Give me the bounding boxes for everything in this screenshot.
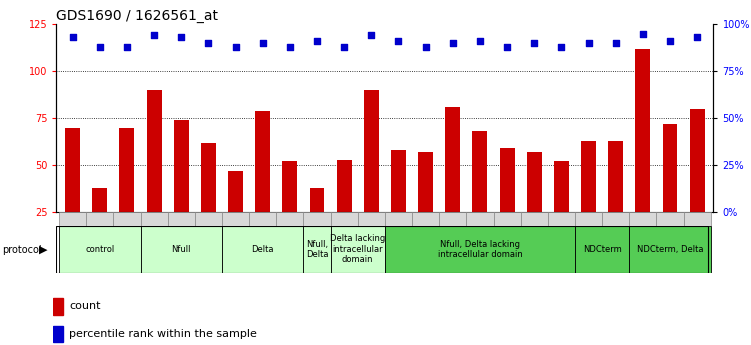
Bar bbox=[554, 161, 569, 212]
Bar bbox=[86, 212, 113, 226]
Point bbox=[121, 44, 133, 49]
Bar bbox=[255, 111, 270, 212]
Point bbox=[447, 40, 459, 46]
Bar bbox=[385, 226, 575, 273]
Bar bbox=[282, 161, 297, 212]
Text: Nfull: Nfull bbox=[171, 245, 191, 254]
Bar bbox=[683, 212, 710, 226]
Point bbox=[365, 33, 377, 38]
Bar bbox=[92, 188, 107, 212]
Text: percentile rank within the sample: percentile rank within the sample bbox=[69, 329, 257, 339]
Bar bbox=[330, 226, 385, 273]
Bar bbox=[201, 142, 216, 212]
Bar bbox=[336, 159, 351, 212]
Bar bbox=[65, 128, 80, 212]
Bar bbox=[249, 212, 276, 226]
Point bbox=[474, 38, 486, 44]
Bar bbox=[439, 212, 466, 226]
Point bbox=[420, 44, 432, 49]
Point bbox=[637, 31, 649, 36]
Point bbox=[393, 38, 405, 44]
Bar bbox=[146, 90, 161, 212]
Bar bbox=[466, 212, 493, 226]
Text: Nfull,
Delta: Nfull, Delta bbox=[306, 239, 328, 259]
Point bbox=[556, 44, 568, 49]
Bar bbox=[195, 212, 222, 226]
Point bbox=[230, 44, 242, 49]
Bar bbox=[499, 148, 514, 212]
Bar bbox=[140, 226, 222, 273]
Text: protocol: protocol bbox=[2, 245, 42, 255]
Bar bbox=[357, 212, 385, 226]
Point bbox=[94, 44, 106, 49]
Bar bbox=[629, 226, 710, 273]
Text: Nfull, Delta lacking
intracellular domain: Nfull, Delta lacking intracellular domai… bbox=[438, 239, 522, 259]
Bar bbox=[581, 141, 596, 212]
Bar bbox=[445, 107, 460, 212]
Point bbox=[175, 34, 187, 40]
Bar bbox=[385, 212, 412, 226]
Text: control: control bbox=[85, 245, 114, 254]
Bar bbox=[412, 212, 439, 226]
Bar bbox=[363, 90, 379, 212]
Bar bbox=[119, 128, 134, 212]
Bar bbox=[173, 120, 189, 212]
Bar bbox=[520, 212, 547, 226]
Bar bbox=[575, 212, 602, 226]
Bar bbox=[547, 212, 575, 226]
Bar bbox=[303, 226, 330, 273]
Bar bbox=[330, 212, 357, 226]
Bar bbox=[635, 49, 650, 212]
Bar bbox=[228, 171, 243, 212]
Bar bbox=[391, 150, 406, 212]
Bar bbox=[662, 124, 677, 212]
Text: NDCterm: NDCterm bbox=[583, 245, 622, 254]
Point bbox=[148, 33, 160, 38]
Bar bbox=[222, 226, 303, 273]
Text: Delta lacking
intracellular
domain: Delta lacking intracellular domain bbox=[330, 234, 385, 264]
Bar bbox=[303, 212, 330, 226]
Bar bbox=[608, 141, 623, 212]
Bar bbox=[59, 226, 140, 273]
Bar bbox=[53, 326, 63, 342]
Bar bbox=[113, 212, 140, 226]
Text: Delta: Delta bbox=[252, 245, 274, 254]
Bar bbox=[276, 212, 303, 226]
Point bbox=[257, 40, 269, 46]
Point bbox=[202, 40, 214, 46]
Point bbox=[338, 44, 350, 49]
Bar bbox=[222, 212, 249, 226]
Bar bbox=[602, 212, 629, 226]
Text: GDS1690 / 1626561_at: GDS1690 / 1626561_at bbox=[56, 9, 219, 23]
Point bbox=[610, 40, 622, 46]
Bar bbox=[629, 212, 656, 226]
Bar bbox=[656, 212, 683, 226]
Point bbox=[583, 40, 595, 46]
Point bbox=[311, 38, 323, 44]
Bar bbox=[575, 226, 629, 273]
Bar bbox=[526, 152, 541, 212]
Text: NDCterm, Delta: NDCterm, Delta bbox=[637, 245, 703, 254]
Text: ▶: ▶ bbox=[39, 245, 47, 255]
Bar bbox=[493, 212, 520, 226]
Bar bbox=[53, 298, 63, 315]
Point bbox=[284, 44, 296, 49]
Bar bbox=[167, 212, 195, 226]
Point bbox=[501, 44, 513, 49]
Bar bbox=[309, 188, 324, 212]
Text: count: count bbox=[69, 302, 101, 311]
Bar bbox=[689, 109, 704, 212]
Point bbox=[528, 40, 540, 46]
Bar bbox=[140, 212, 167, 226]
Point bbox=[67, 34, 79, 40]
Bar bbox=[59, 212, 86, 226]
Point bbox=[664, 38, 676, 44]
Bar bbox=[472, 131, 487, 212]
Bar bbox=[418, 152, 433, 212]
Point bbox=[691, 34, 703, 40]
